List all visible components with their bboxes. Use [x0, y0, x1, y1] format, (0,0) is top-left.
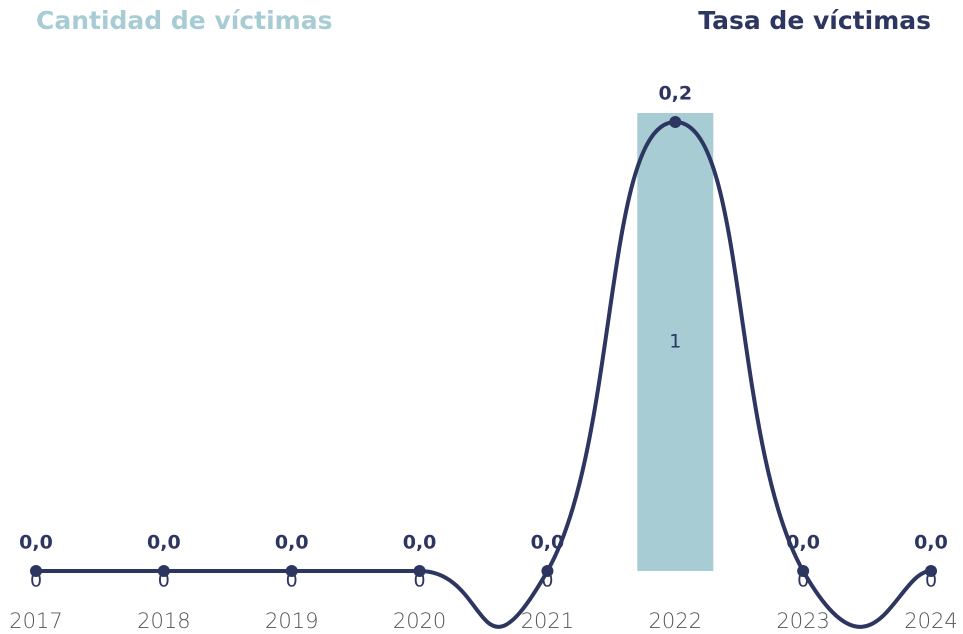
line-label: 0,0: [147, 532, 181, 554]
x-tick-label: 2024: [904, 609, 957, 633]
line-label: 0,0: [531, 532, 565, 554]
line-label: 0,0: [914, 532, 948, 554]
line-point: [413, 565, 426, 577]
x-tick-label: 2023: [776, 609, 829, 633]
line-label: 0,2: [658, 83, 692, 105]
bar-label: 1: [669, 331, 681, 353]
x-tick-label: 2022: [649, 609, 702, 633]
legend-entry: Tasa de víctimas: [698, 6, 931, 35]
line-label: 0,0: [275, 532, 309, 554]
line-label: 0,0: [786, 532, 820, 554]
line-point: [30, 565, 42, 577]
legend-entry: Cantidad de víctimas: [36, 6, 332, 35]
x-tick-label: 2019: [265, 609, 318, 633]
line-point: [541, 565, 554, 577]
line-point: [925, 565, 937, 577]
x-tick-label: 2020: [393, 609, 446, 633]
bar: [637, 113, 714, 571]
x-tick-label: 2018: [137, 609, 190, 633]
line-point: [157, 565, 170, 577]
line-point: [285, 565, 298, 577]
x-tick-label: 2017: [9, 609, 62, 633]
line-point: [797, 565, 810, 577]
line-point: [669, 116, 682, 128]
x-tick-label: 2021: [521, 609, 574, 633]
line-label: 0,0: [19, 532, 53, 554]
line-label: 0,0: [403, 532, 437, 554]
line: [35, 119, 932, 629]
